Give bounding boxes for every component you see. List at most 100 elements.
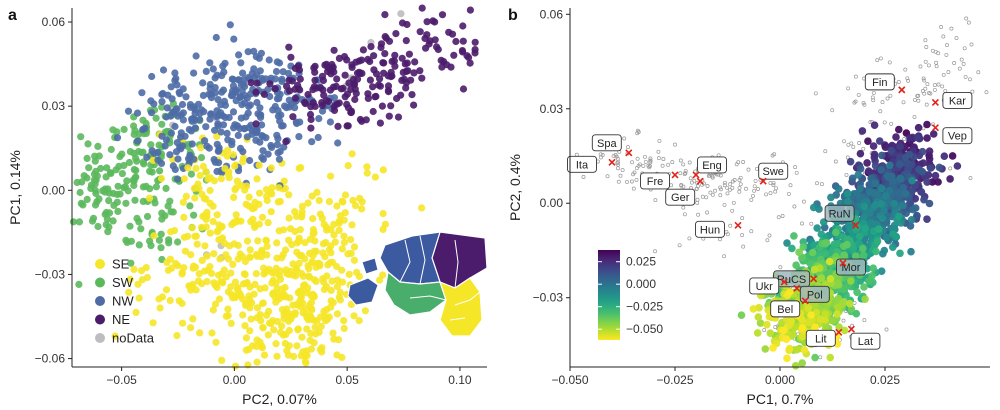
reference-point (700, 194, 705, 199)
point-ne (358, 69, 366, 77)
population-label-text: Kar (949, 95, 966, 107)
estonian-sample-point (737, 311, 746, 320)
colorbar-tick-label: 0.025 (626, 255, 656, 269)
reference-point (962, 46, 967, 51)
point-sw (155, 236, 163, 244)
point-nw (176, 90, 184, 98)
estonian-sample-point (860, 202, 869, 211)
point-ne (329, 63, 337, 71)
reference-point (611, 153, 616, 158)
point-se (321, 253, 329, 261)
reference-point (678, 158, 683, 163)
point-nw (226, 21, 234, 29)
estonian-sample-point (798, 323, 807, 332)
point-se (294, 326, 302, 334)
estonian-sample-point (822, 239, 831, 247)
reference-point (984, 90, 989, 95)
legend-label-nw: NW (112, 294, 134, 309)
reference-point (968, 77, 972, 82)
x-tick-label: −0.050 (551, 373, 588, 387)
reference-point (921, 76, 926, 81)
point-nw (124, 107, 133, 115)
estonian-sample-point (834, 303, 842, 312)
point-se (262, 237, 270, 245)
point-se (164, 266, 172, 274)
point-ne (394, 113, 403, 121)
reference-point (968, 176, 973, 181)
point-ne (367, 43, 375, 51)
point-se (379, 210, 387, 218)
point-nw (314, 133, 322, 142)
point-nw (236, 93, 244, 101)
point-ne (364, 90, 372, 98)
point-nw (224, 136, 232, 144)
estonian-sample-point (835, 280, 843, 289)
point-nw (177, 129, 185, 137)
estonian-sample-point (877, 200, 885, 208)
population-centroid-marker (839, 259, 847, 267)
point-se (301, 357, 309, 366)
point-nw (229, 108, 238, 116)
point-se (156, 304, 164, 312)
point-se (126, 275, 134, 283)
population-hun: Hun (695, 220, 742, 238)
reference-point (778, 265, 783, 270)
x-axis-title: PC1, 0.7% (747, 391, 814, 407)
point-nw (253, 98, 261, 107)
point-sw (102, 221, 110, 229)
estonian-sample-point (864, 167, 873, 175)
population-label-text: Fre (647, 176, 664, 188)
estonian-sample-point (909, 205, 917, 214)
reference-point (704, 195, 709, 200)
point-nw (214, 147, 222, 155)
population-vep: Vep (931, 124, 973, 145)
reference-point (753, 178, 758, 183)
point-ne (285, 43, 293, 51)
reference-point (765, 238, 770, 243)
estonian-sample-point (868, 272, 876, 280)
point-nw (211, 158, 219, 166)
point-se (298, 290, 306, 298)
reference-point (852, 100, 857, 105)
reference-point (725, 232, 730, 237)
reference-point (728, 223, 733, 228)
point-sw (101, 188, 109, 196)
point-se (188, 224, 196, 232)
estonian-sample-point (854, 239, 863, 248)
point-se (130, 265, 138, 273)
reference-point (756, 187, 760, 191)
point-sw (155, 141, 163, 149)
point-se (198, 190, 206, 198)
point-se (249, 215, 257, 223)
point-ne (438, 11, 447, 19)
point-sw (107, 169, 115, 177)
point-nw (133, 137, 142, 145)
point-se (253, 304, 262, 312)
point-se (208, 329, 216, 337)
point-se (338, 266, 346, 274)
reference-point (718, 185, 723, 190)
point-se (363, 163, 371, 171)
estonian-sample-point (905, 150, 914, 159)
estonian-sample-point (791, 362, 800, 370)
point-ne (382, 34, 390, 42)
point-nw (190, 69, 198, 77)
reference-point (841, 318, 846, 323)
point-se (340, 324, 348, 332)
point-se (314, 260, 322, 268)
point-nw (276, 147, 284, 156)
reference-point (861, 146, 866, 151)
panel-a-axes: −0.05 0.00 0.05 0.10 −0.06 −0.03 0.00 0.03 0.06 P… (7, 8, 487, 407)
point-nw (238, 101, 246, 109)
reference-point (656, 156, 661, 161)
point-ne (320, 91, 328, 99)
reference-point (878, 109, 883, 114)
point-se (203, 252, 211, 260)
estonian-sample-point (873, 190, 882, 198)
x-tick-label: −0.025 (656, 373, 693, 387)
legend-label-sw: SW (112, 275, 134, 290)
reference-point (625, 179, 629, 184)
point-se (293, 342, 301, 350)
point-se (340, 232, 348, 240)
point-nw (205, 90, 213, 98)
